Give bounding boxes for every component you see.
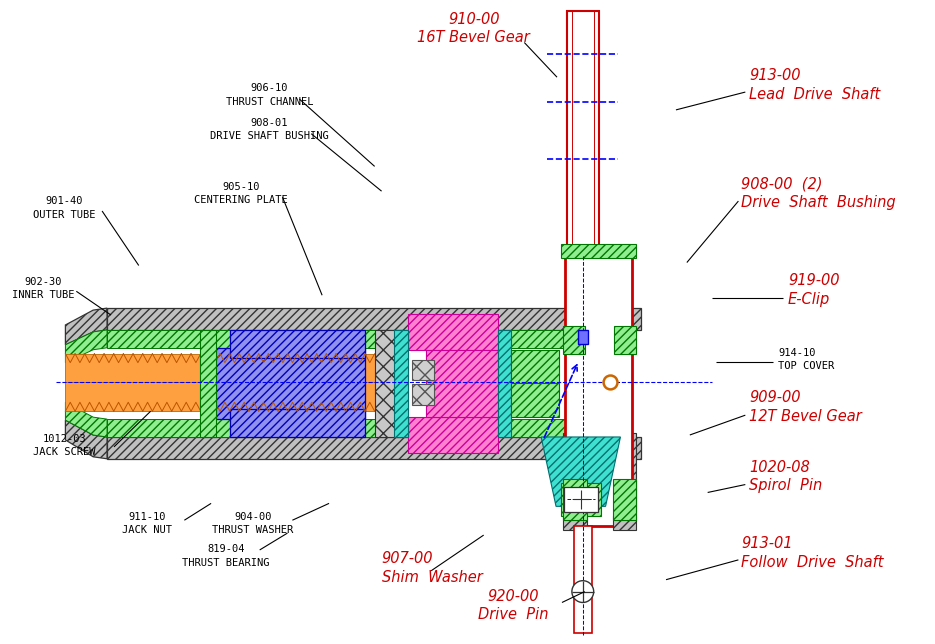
Bar [65, 354, 375, 412]
Bar [230, 409, 365, 437]
Circle shape [604, 375, 617, 390]
Text: 913-01
Follow  Drive  Shaft: 913-01 Follow Drive Shaft [741, 536, 884, 570]
Circle shape [572, 581, 594, 603]
Bar [563, 478, 587, 520]
Bar [107, 308, 641, 330]
Bar [412, 359, 434, 381]
Bar [230, 330, 365, 357]
Bar [574, 526, 592, 633]
Bar [563, 516, 587, 530]
Bar [210, 348, 365, 419]
Bar [200, 330, 216, 437]
Polygon shape [65, 330, 107, 363]
Text: 919-00
E-Clip: 919-00 E-Clip [788, 274, 840, 307]
Bar [409, 417, 497, 453]
Bar [563, 433, 589, 512]
Bar [561, 243, 637, 258]
Polygon shape [65, 402, 107, 437]
Text: 902-30
INNER TUBE: 902-30 INNER TUBE [12, 277, 75, 300]
Bar [412, 384, 434, 405]
Bar [409, 314, 497, 350]
Text: 914-10
TOP COVER: 914-10 TOP COVER [778, 348, 834, 371]
Bar [395, 330, 409, 437]
Text: 819-04
THRUST BEARING: 819-04 THRUST BEARING [182, 544, 269, 567]
Bar [107, 419, 594, 437]
Text: 901-40
OUTER TUBE: 901-40 OUTER TUBE [33, 196, 95, 220]
Bar [612, 516, 637, 530]
Bar [614, 326, 637, 354]
Text: 908-00  (2)
Drive  Shaft  Bushing: 908-00 (2) Drive Shaft Bushing [741, 176, 896, 210]
Bar [611, 433, 637, 512]
Text: 920-00
Drive  Pin: 920-00 Drive Pin [478, 589, 549, 622]
Bar [107, 437, 641, 459]
Text: 913-00
Lead  Drive  Shaft: 913-00 Lead Drive Shaft [749, 68, 881, 102]
Polygon shape [65, 420, 107, 459]
Text: 907-00
Shim  Washer: 907-00 Shim Washer [381, 551, 482, 585]
Bar [565, 256, 632, 526]
Text: 1012-03
JACK SCREW: 1012-03 JACK SCREW [33, 434, 95, 457]
Bar [426, 350, 497, 417]
Bar [564, 486, 597, 512]
Bar [375, 330, 404, 437]
Text: 1020-08
Spirol  Pin: 1020-08 Spirol Pin [749, 460, 823, 493]
Bar [511, 383, 559, 417]
Text: 911-10
JACK NUT: 911-10 JACK NUT [122, 511, 172, 535]
Bar [612, 478, 637, 520]
Bar [107, 330, 594, 348]
Bar [561, 482, 600, 516]
Text: 906-10
THRUST CHANNEL: 906-10 THRUST CHANNEL [226, 84, 313, 107]
Text: 905-10
CENTERING PLATE: 905-10 CENTERING PLATE [194, 182, 288, 205]
Text: 909-00
12T Bevel Gear: 909-00 12T Bevel Gear [749, 390, 862, 424]
Bar [511, 350, 559, 383]
Text: 904-00
THRUST WASHER: 904-00 THRUST WASHER [212, 511, 294, 535]
Polygon shape [541, 437, 621, 506]
Text: 910-00
16T Bevel Gear: 910-00 16T Bevel Gear [417, 12, 530, 46]
Bar [497, 330, 511, 437]
Text: 908-01
DRIVE SHAFT BUSHING: 908-01 DRIVE SHAFT BUSHING [210, 118, 329, 141]
Bar [567, 11, 598, 256]
Bar [578, 330, 588, 344]
Bar [563, 326, 584, 354]
Polygon shape [65, 308, 107, 345]
